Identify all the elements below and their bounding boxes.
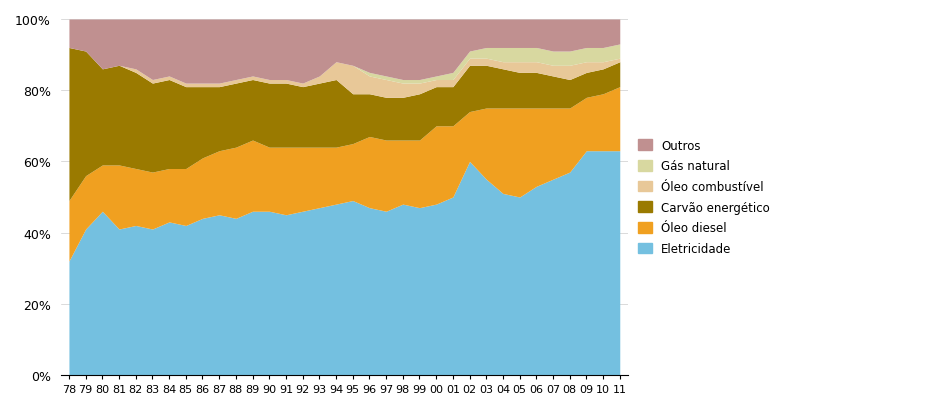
Legend: Outros, Gás natural, Óleo combustível, Carvão energético, Óleo diesel, Eletricid: Outros, Gás natural, Óleo combustível, C… <box>635 137 773 258</box>
